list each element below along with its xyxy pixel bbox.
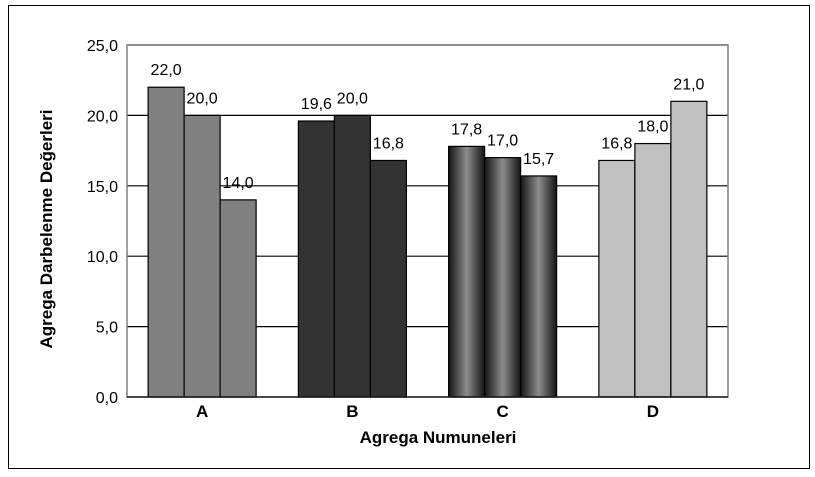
data-label: 21,0: [673, 76, 704, 93]
y-tick-label: 15,0: [87, 179, 118, 196]
x-tick-label: A: [196, 402, 208, 421]
bar-a-1: [147, 86, 185, 398]
y-tick-label: 5,0: [96, 320, 118, 337]
data-label: 17,0: [487, 133, 518, 150]
x-tick-label: D: [647, 402, 659, 421]
data-label: 20,0: [337, 90, 368, 107]
data-label: 18,0: [637, 119, 668, 136]
x-tick-label: B: [346, 402, 358, 421]
bar-a-3: [219, 199, 257, 398]
y-axis-title: Agrega Darbelenme Değerleri: [37, 109, 56, 348]
data-label: 22,0: [151, 62, 182, 79]
y-tick-label: 25,0: [87, 38, 118, 55]
y-tick-label: 10,0: [87, 249, 118, 266]
data-label: 16,8: [601, 135, 632, 152]
bar-a-2: [183, 114, 221, 398]
data-label: 14,0: [223, 175, 254, 192]
data-label: 16,8: [373, 135, 404, 152]
x-tick-label: C: [496, 402, 508, 421]
x-axis-title: Agrega Numuneleri: [360, 428, 517, 447]
bar-d-2: [634, 142, 672, 398]
bar-d-1: [598, 159, 636, 398]
data-label: 17,8: [451, 121, 482, 138]
bar-c-1: [448, 145, 486, 398]
bar-c-2: [484, 157, 522, 398]
y-tick-label: 0,0: [96, 390, 118, 407]
bar-c-3: [520, 175, 558, 398]
data-label: 15,7: [523, 151, 554, 168]
bar-d-3: [670, 100, 708, 398]
data-label: 19,6: [301, 96, 332, 113]
bar-b-1: [297, 120, 335, 398]
bar-b-3: [369, 159, 407, 398]
bar-b-2: [333, 114, 371, 398]
y-tick-label: 20,0: [87, 108, 118, 125]
data-label: 20,0: [187, 90, 218, 107]
